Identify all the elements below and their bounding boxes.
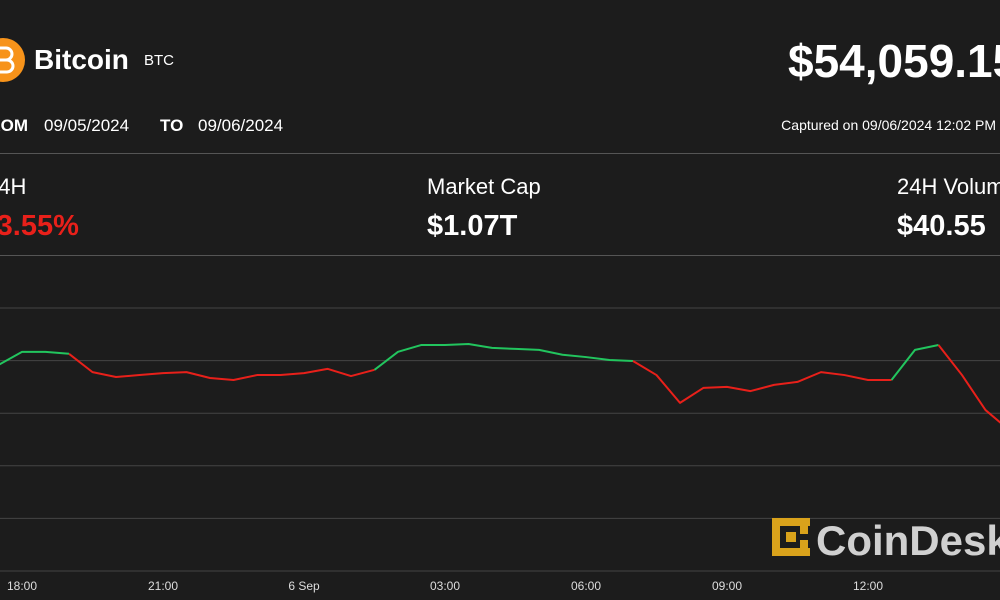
captured: Captured on 09/06/2024 12:02 PM [781, 117, 996, 133]
stat-label: 24H Volume [897, 174, 1000, 199]
logo [0, 38, 25, 82]
from-label: FROM [0, 116, 29, 135]
logo-glyph [0, 46, 15, 74]
stat-value: $40.55 [897, 210, 986, 242]
to-label: TO [160, 116, 184, 135]
price-line [373, 342, 634, 371]
x-tick-label: 21:00 [148, 579, 178, 593]
coin-symbol: BTC [144, 52, 174, 69]
separator [0, 153, 1000, 154]
stat-label: 24H [0, 174, 27, 199]
from-date: 09/05/2024 [44, 116, 130, 135]
price: $54,059.15 [788, 35, 1000, 87]
x-tick-label: 06:00 [571, 579, 601, 593]
stat-label: Market Cap [427, 174, 541, 199]
stat-value: -3.55% [0, 210, 79, 242]
price-line [68, 353, 375, 381]
watermark-icon [772, 518, 810, 556]
price-line [632, 360, 892, 404]
to-date: 09/06/2024 [198, 116, 284, 135]
x-tick-label: 09:00 [712, 579, 742, 593]
x-tick-label: 6 Sep [288, 579, 320, 593]
x-tick-label: 12:00 [853, 579, 883, 593]
x-tick-label: 03:00 [430, 579, 460, 593]
coin-name: Bitcoin [34, 44, 129, 75]
price-line [890, 343, 939, 381]
stat-value: $1.07T [427, 210, 518, 242]
separator [0, 255, 1000, 256]
x-tick-label: 18:00 [7, 579, 37, 593]
price-line [0, 350, 70, 366]
price-line [937, 344, 1000, 424]
watermark: CoinDesk [816, 517, 1000, 564]
